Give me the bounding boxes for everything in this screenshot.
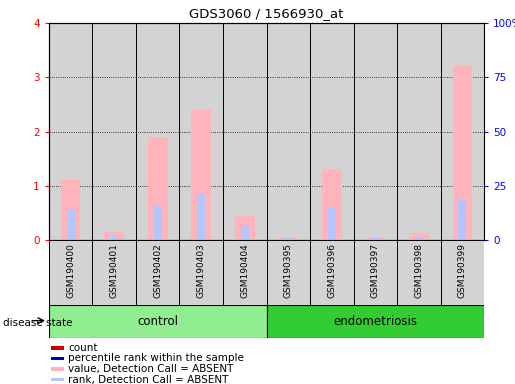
Bar (179, 240, 223, 305)
Bar (67, 210, 75, 240)
Text: rank, Detection Call = ABSENT: rank, Detection Call = ABSENT (68, 374, 229, 384)
Bar (49, 305, 267, 338)
Text: GSM190404: GSM190404 (241, 243, 249, 298)
Bar (353, 23, 397, 240)
Text: value, Detection Call = ABSENT: value, Detection Call = ABSENT (68, 364, 233, 374)
Bar (223, 23, 266, 240)
Bar (61, 180, 80, 240)
Bar (397, 23, 440, 240)
Bar (266, 23, 310, 240)
Bar (51, 357, 63, 360)
Bar (322, 169, 341, 240)
Bar (366, 237, 385, 240)
Text: GSM190396: GSM190396 (328, 243, 336, 298)
Text: GSM190398: GSM190398 (415, 243, 423, 298)
Text: GSM190395: GSM190395 (284, 243, 293, 298)
Bar (93, 240, 136, 305)
Bar (241, 225, 249, 240)
Bar (136, 23, 179, 240)
Bar (353, 240, 397, 305)
Text: GSM190402: GSM190402 (153, 243, 162, 298)
Bar (148, 137, 167, 240)
Bar (105, 232, 124, 240)
Text: percentile rank within the sample: percentile rank within the sample (68, 353, 244, 363)
Bar (415, 237, 423, 240)
Bar (310, 240, 353, 305)
Text: GSM190401: GSM190401 (110, 243, 118, 298)
Bar (371, 238, 379, 240)
Bar (51, 346, 63, 349)
Bar (49, 240, 93, 305)
Bar (51, 378, 63, 381)
Bar (192, 110, 211, 240)
Text: GSM190403: GSM190403 (197, 243, 205, 298)
Bar (310, 23, 353, 240)
Text: GSM190400: GSM190400 (66, 243, 75, 298)
Text: GSM190397: GSM190397 (371, 243, 380, 298)
Bar (440, 240, 484, 305)
Bar (397, 240, 440, 305)
Bar (284, 238, 292, 240)
Bar (92, 23, 136, 240)
Bar (267, 240, 310, 305)
Bar (110, 236, 118, 240)
Bar (154, 205, 162, 240)
Bar (279, 237, 298, 240)
Text: GSM190399: GSM190399 (458, 243, 467, 298)
Text: count: count (68, 343, 98, 353)
Bar (51, 367, 63, 371)
Bar (235, 215, 254, 240)
Bar (49, 23, 93, 240)
Bar (179, 23, 223, 240)
Text: disease state: disease state (3, 318, 72, 328)
Bar (223, 240, 267, 305)
Bar (328, 207, 336, 240)
Bar (267, 305, 484, 338)
Bar (458, 199, 466, 240)
Bar (440, 23, 484, 240)
Title: GDS3060 / 1566930_at: GDS3060 / 1566930_at (190, 7, 344, 20)
Bar (197, 194, 205, 240)
Bar (136, 240, 180, 305)
Text: control: control (137, 315, 178, 328)
Bar (453, 66, 472, 240)
Bar (409, 233, 428, 240)
Text: endometriosis: endometriosis (333, 315, 417, 328)
